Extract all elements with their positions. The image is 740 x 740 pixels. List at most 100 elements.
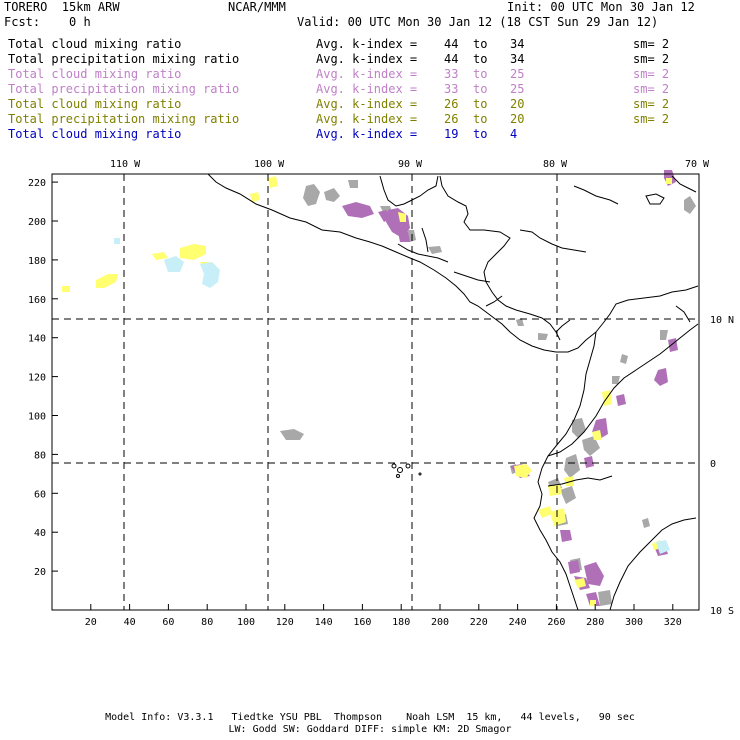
yellow-patch (514, 464, 532, 478)
costa-rica-border (485, 295, 503, 307)
yellow-patch (398, 212, 406, 222)
yellow-patch (590, 600, 596, 606)
y-tick-label: 220 (28, 178, 46, 189)
legend-to-value: 4 (510, 127, 518, 141)
south-america-pacific-coast (533, 331, 597, 611)
legend-stat-label: Avg. k-index = (316, 37, 418, 51)
lesser-antilles (671, 175, 697, 193)
venezuela-coast (675, 305, 691, 323)
model-title: TORERO 15km ARW (4, 0, 120, 14)
yellow-patch (666, 178, 672, 184)
latitude-label: 10 N (710, 315, 734, 326)
gray-patch (598, 590, 612, 606)
legend-row: Total cloud mixing ratio Avg. k-index = 33… (8, 67, 738, 82)
legend-to-word: to (473, 37, 488, 51)
x-tick-label: 40 (124, 617, 136, 628)
longitude-label: 80 W (543, 159, 568, 170)
lightblue-patch (114, 238, 120, 244)
axis-labels: 110 W 100 W 90 W 80 W 70 W 10 N 0 10 S 220 200 180… (28, 159, 734, 628)
legend-smoothing: sm= 2 (633, 97, 670, 111)
lightblue-patch (656, 540, 670, 554)
yellow-patch (180, 244, 206, 260)
gray-patch (428, 246, 442, 254)
gray-patch (280, 429, 304, 440)
legend-field-name: Total cloud mixing ratio (8, 67, 182, 81)
purple-patch (398, 232, 410, 242)
legend-stat-label: Avg. k-index = (316, 127, 418, 141)
cuba-south-coast (519, 229, 587, 253)
yellow-patch (152, 252, 168, 260)
caribbean-island (645, 193, 665, 205)
legend-field-name: Total cloud mixing ratio (8, 97, 182, 111)
legend-stat-label: Avg. k-index = (316, 112, 418, 126)
purple-patch (584, 562, 604, 586)
legend-to-word: to (473, 82, 488, 96)
init-time: Init: 00 UTC Mon 30 Jan 12 (507, 0, 695, 14)
gray-patch (324, 188, 340, 202)
legend-smoothing: sm= 2 (633, 112, 670, 126)
legend-to-value: 25 (510, 82, 525, 96)
yellow-patch (250, 192, 260, 202)
longitude-label: 70 W (685, 159, 710, 170)
lightblue-patch (164, 256, 184, 272)
nicaragua-border (453, 271, 491, 283)
legend-to-value: 20 (510, 112, 525, 126)
graticule (52, 174, 699, 610)
gray-patch (684, 196, 696, 214)
yellow-patch (96, 274, 118, 288)
x-tick-label: 300 (625, 617, 643, 628)
x-tick-label: 20 (85, 617, 97, 628)
belize-border (421, 227, 429, 253)
legend-to-value: 34 (510, 52, 525, 66)
x-tick-label: 280 (586, 617, 604, 628)
legend-field-name: Total precipitation mixing ratio (8, 52, 240, 66)
yellow-patch (564, 476, 574, 486)
gray-patch (303, 184, 320, 206)
legend-smoothing: sm= 2 (633, 37, 670, 51)
gray-shading-group (280, 180, 696, 606)
yucatan-coast (379, 175, 439, 207)
gray-patch (620, 354, 628, 364)
y-tick-label: 120 (28, 373, 46, 384)
pacific-coast-central-america (207, 173, 597, 353)
ecuador-peru-border (547, 475, 613, 487)
legend-field-name: Total cloud mixing ratio (8, 37, 182, 51)
longitude-label: 110 W (110, 159, 141, 170)
legend-stat-label: Avg. k-index = (316, 67, 418, 81)
x-tick-label: 320 (664, 617, 682, 628)
y-tick-label: 40 (34, 528, 46, 539)
island (391, 463, 397, 469)
legend-row: Total cloud mixing ratio Avg. k-index = 26… (8, 97, 738, 112)
map-frame (51, 173, 700, 611)
legend-to-value: 20 (510, 97, 525, 111)
gray-patch (612, 376, 620, 384)
legend-smoothing: sm= 2 (633, 67, 670, 81)
purple-patch (654, 368, 668, 386)
yellow-shading-group (62, 176, 672, 606)
yellow-patch (574, 578, 586, 588)
field-shading (62, 170, 696, 606)
legend-from-value: 33 (444, 67, 459, 81)
y-tick-label: 160 (28, 295, 46, 306)
gray-patch (538, 333, 548, 340)
yellow-patch (268, 176, 278, 188)
y-tick-label: 60 (34, 489, 46, 500)
x-tick-label: 140 (315, 617, 333, 628)
yellow-patch (62, 286, 70, 292)
legend-from-value: 44 (444, 52, 459, 66)
legend-smoothing: sm= 2 (633, 82, 670, 96)
x-tick-label: 100 (237, 617, 255, 628)
y-tick-label: 80 (34, 450, 46, 461)
y-tick-label: 180 (28, 256, 46, 267)
yellow-patch (548, 484, 562, 496)
lightblue-shading-group (114, 238, 670, 554)
legend-row: Total precipitation mixing ratio Avg. k-i… (8, 82, 738, 97)
guatemala-border (397, 243, 449, 263)
island (405, 463, 411, 469)
island (397, 467, 403, 473)
longitude-label: 90 W (398, 159, 423, 170)
legend-field-name: Total precipitation mixing ratio (8, 82, 240, 96)
organization-label: NCAR/MMM (228, 0, 286, 14)
gray-patch (642, 518, 650, 528)
